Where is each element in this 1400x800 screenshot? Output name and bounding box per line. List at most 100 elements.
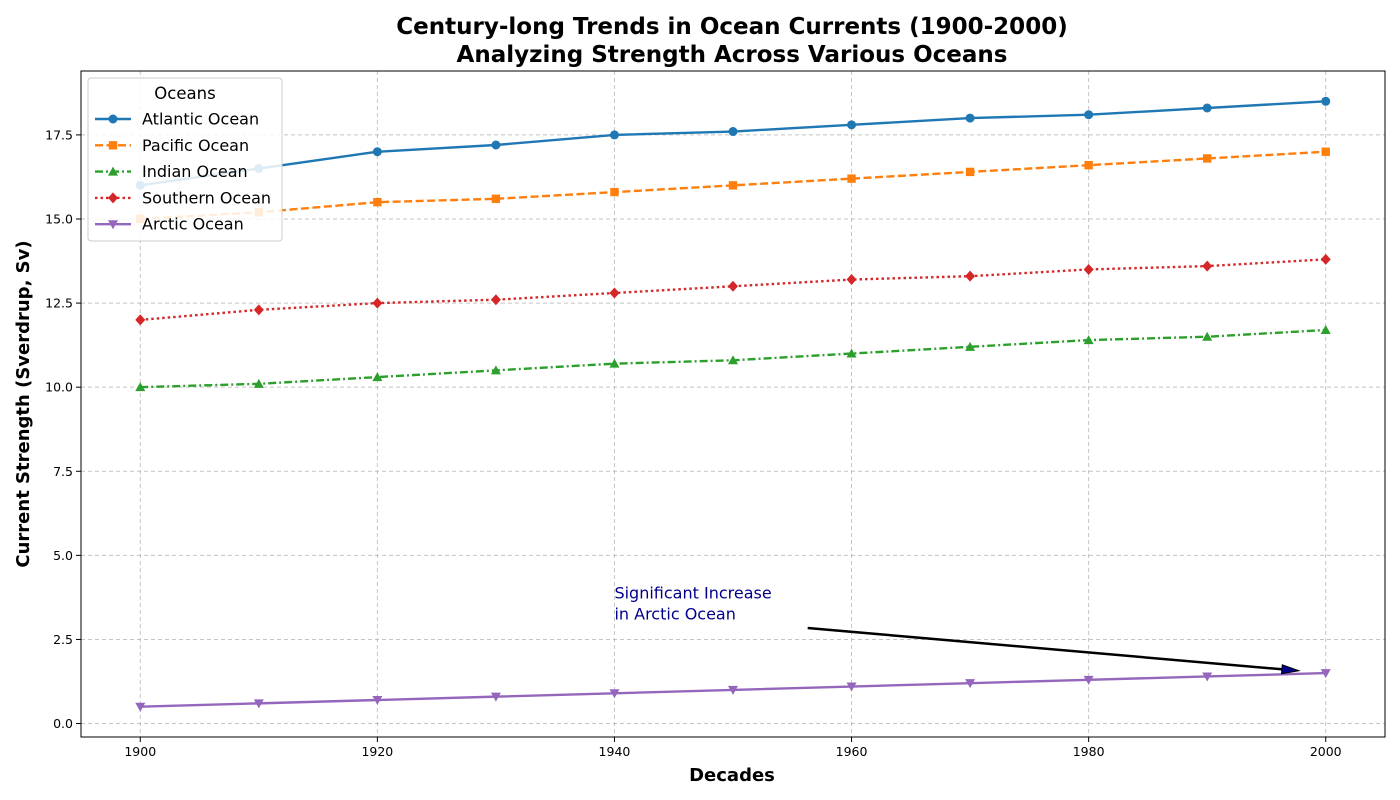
data-point-pacific-ocean [965,167,975,177]
data-point-arctic-ocean [490,692,501,702]
y-tick-label: 0.0 [53,716,73,731]
y-tick-label: 2.5 [53,632,73,647]
data-point-southern-ocean [372,297,383,309]
legend-entry-southern-ocean: Southern Ocean [95,188,271,207]
grid [81,71,1385,737]
data-point-indian-ocean [846,348,857,358]
data-point-atlantic-ocean [1084,110,1094,120]
data-point-arctic-ocean [1202,672,1213,682]
data-point-indian-ocean [965,341,976,351]
data-point-arctic-ocean [1083,675,1094,685]
legend-entry-atlantic-ocean: Atlantic Ocean [95,110,259,129]
y-tick-label: 10.0 [45,380,73,395]
legend-label-southern-ocean: Southern Ocean [142,188,271,207]
data-point-atlantic-ocean [1202,103,1212,113]
data-point-atlantic-ocean [965,113,975,123]
y-tick-label: 7.5 [53,464,73,479]
data-point-pacific-ocean [728,181,738,190]
data-point-indian-ocean [135,382,146,392]
x-tick-label: 1900 [124,744,156,759]
data-point-southern-ocean [965,270,976,282]
annotation-text-line-2: in Arctic Ocean [614,605,735,624]
data-point-pacific-ocean [491,194,501,204]
legend-marker-atlantic-ocean [108,114,118,124]
data-point-atlantic-ocean [728,127,738,137]
data-point-pacific-ocean [610,187,619,197]
data-point-pacific-ocean [373,197,382,207]
data-point-southern-ocean [253,304,264,316]
data-point-indian-ocean [609,358,620,368]
data-point-pacific-ocean [847,174,856,183]
data-point-pacific-ocean [1202,154,1212,163]
data-point-arctic-ocean [846,682,857,692]
data-point-atlantic-ocean [609,130,619,140]
data-point-pacific-ocean [1321,147,1330,156]
series-pacific-ocean [136,147,1330,224]
plot-area-frame [80,70,1386,738]
series-line-southern-ocean [140,258,1326,322]
data-point-arctic-ocean [965,679,976,689]
data-point-arctic-ocean [609,689,620,699]
data-point-indian-ocean [490,365,501,375]
data-point-indian-ocean [253,378,264,388]
legend-marker-indian-ocean [108,166,118,176]
annotation-text-line-1: Significant Increase [614,584,771,603]
y-tick-label: 5.0 [53,548,73,563]
x-tick-label: 1920 [361,744,393,759]
y-axis-label: Current Strength (Sverdrup, Sv) [13,240,34,567]
data-point-southern-ocean [1202,260,1213,272]
data-point-arctic-ocean [372,696,383,705]
legend-label-atlantic-ocean: Atlantic Ocean [142,110,259,129]
series-layer [135,96,1331,712]
legend-marker-pacific-ocean [108,141,118,150]
legend-entry-indian-ocean: Indian Ocean [95,162,248,181]
data-point-atlantic-ocean [491,140,501,150]
data-point-arctic-ocean [135,702,146,712]
series-indian-ocean [135,325,1331,392]
data-point-southern-ocean [1320,253,1331,265]
data-point-southern-ocean [609,287,620,299]
data-point-southern-ocean [846,274,857,286]
legend-entry-pacific-ocean: Pacific Ocean [95,136,249,155]
chart-title-line-1: Century-long Trends in Ocean Currents (1… [396,14,1067,40]
series-arctic-ocean [135,669,1331,712]
legend-title: Oceans [154,84,215,103]
data-point-atlantic-ocean [847,120,857,130]
data-point-arctic-ocean [253,699,264,709]
y-tick-label: 12.5 [45,296,73,311]
legend-label-pacific-ocean: Pacific Ocean [142,136,249,155]
data-point-atlantic-ocean [1321,96,1331,106]
annotation-arrow-shaft [807,626,1283,671]
data-point-arctic-ocean [728,685,738,695]
data-point-atlantic-ocean [372,147,382,157]
x-tick-label: 1980 [1073,744,1105,759]
x-tick-label: 2000 [1310,744,1342,759]
chart-title-line-2: Analyzing Strength Across Various Oceans [457,42,1008,68]
x-tick-label: 1960 [836,744,868,759]
data-point-pacific-ocean [1084,160,1093,170]
series-southern-ocean [135,253,1331,326]
legend-box [87,77,283,242]
data-point-indian-ocean [1320,325,1331,334]
data-point-indian-ocean [372,372,383,382]
x-axis-label: Decades [689,765,775,786]
axis-ticks: 1900 1920 1940 1960 1980 2000 0.0 2.5 5.0 7.5 10.0… [45,127,1342,759]
legend-entry-arctic-ocean: Arctic Ocean [95,215,244,234]
data-point-southern-ocean [490,294,501,306]
data-point-southern-ocean [1083,263,1094,275]
y-tick-label: 17.5 [45,127,73,142]
annotation-arrow-head [1280,664,1301,675]
x-tick-label: 1940 [599,744,631,759]
data-point-southern-ocean [135,314,146,326]
data-point-southern-ocean [728,280,738,292]
data-point-arctic-ocean [1320,669,1331,679]
data-point-indian-ocean [1083,335,1094,345]
legend-label-indian-ocean: Indian Ocean [142,162,248,181]
y-tick-label: 15.0 [45,212,73,227]
legend: Oceans Atlantic Ocean Pacific Ocean Indian… [87,77,283,242]
annotation: Significant Increase in Arctic Ocean [614,584,1301,675]
data-point-indian-ocean [728,355,738,365]
data-point-indian-ocean [1202,331,1213,341]
legend-marker-southern-ocean [108,192,118,204]
